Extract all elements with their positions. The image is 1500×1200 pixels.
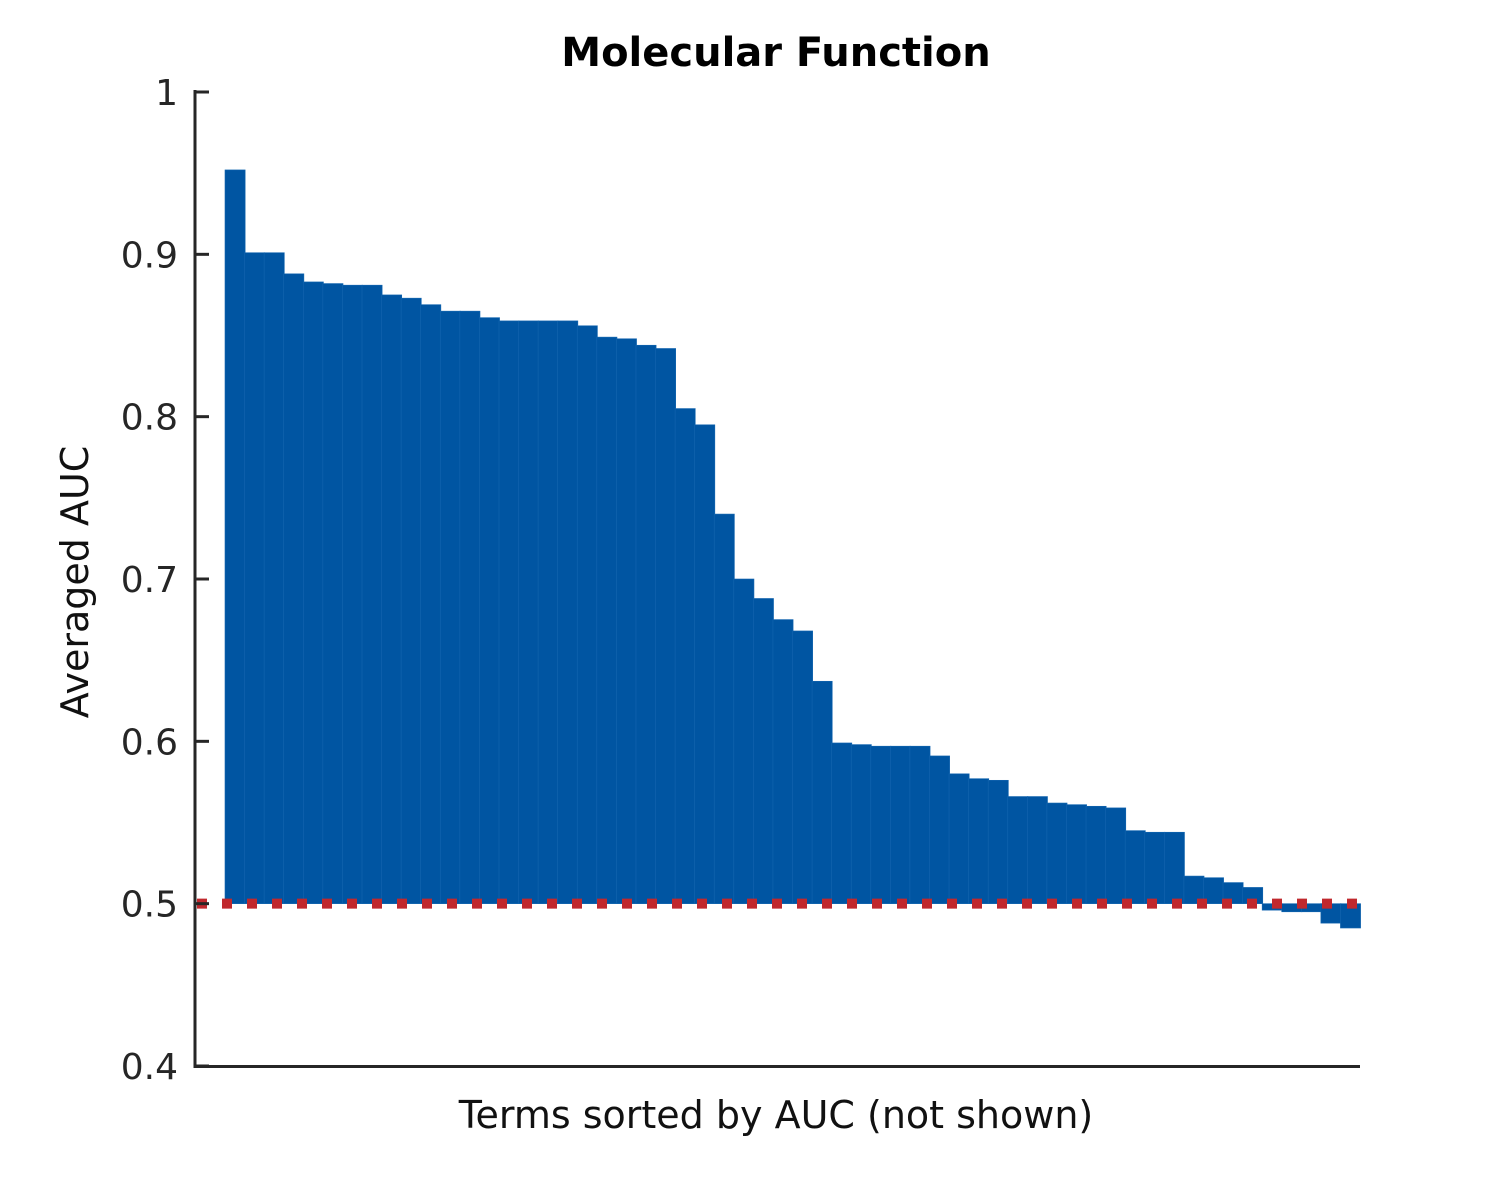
bar	[1164, 831, 1185, 904]
bar	[1085, 805, 1107, 904]
bar	[439, 310, 461, 904]
bar	[831, 742, 853, 904]
bar	[459, 310, 481, 904]
chart-title: Molecular Function	[561, 30, 990, 76]
bars-group	[224, 169, 1361, 929]
bar	[929, 755, 950, 904]
bar	[1144, 831, 1166, 904]
bar	[616, 338, 637, 904]
bar	[850, 744, 872, 904]
bar	[987, 779, 1009, 904]
bar	[948, 773, 970, 904]
bar	[596, 336, 618, 904]
bar	[1046, 802, 1068, 904]
bar	[1124, 830, 1146, 904]
bar	[655, 348, 676, 904]
bar	[498, 320, 520, 904]
bar	[1027, 796, 1048, 904]
x-axis-label: Terms sorted by AUC (not shown)	[458, 1093, 1094, 1137]
bar	[381, 294, 403, 904]
bar	[772, 619, 794, 904]
bar	[1066, 804, 1087, 904]
bar	[244, 252, 266, 904]
y-tick-label: 0.9	[121, 235, 178, 276]
bar	[909, 745, 931, 904]
bar	[302, 281, 324, 904]
y-tick-label: 0.6	[121, 722, 178, 763]
bar	[811, 680, 833, 904]
bar	[870, 745, 892, 904]
bar	[576, 325, 598, 904]
bar	[792, 630, 813, 904]
bar	[968, 778, 990, 904]
y-tick-label: 0.8	[121, 398, 178, 439]
y-tick-label: 0.7	[121, 560, 178, 601]
y-tick-label: 0.4	[121, 1047, 178, 1088]
bar	[713, 513, 735, 904]
bar	[890, 745, 911, 904]
bar	[753, 598, 774, 904]
bar	[733, 578, 755, 904]
bar	[537, 320, 559, 904]
bar	[635, 344, 657, 904]
bar	[518, 320, 540, 904]
bar	[342, 284, 363, 904]
y-tick-label: 1	[155, 73, 178, 114]
bar	[263, 252, 285, 904]
bar	[400, 297, 422, 904]
bar	[1105, 807, 1127, 904]
y-tick-label: 0.5	[121, 885, 178, 926]
bar	[283, 273, 305, 904]
y-axis-ticks: 0.4 0.5 0.6 0.7 0.8 0.9 1	[121, 73, 209, 1088]
bar	[479, 317, 500, 904]
bar	[694, 424, 716, 904]
bar	[361, 284, 383, 904]
bar	[557, 320, 579, 904]
bar	[420, 304, 442, 904]
bar	[1007, 796, 1029, 904]
bar	[674, 408, 696, 904]
y-axis-label: Averaged AUC	[53, 446, 97, 719]
bar	[224, 169, 246, 904]
bar	[322, 283, 344, 904]
